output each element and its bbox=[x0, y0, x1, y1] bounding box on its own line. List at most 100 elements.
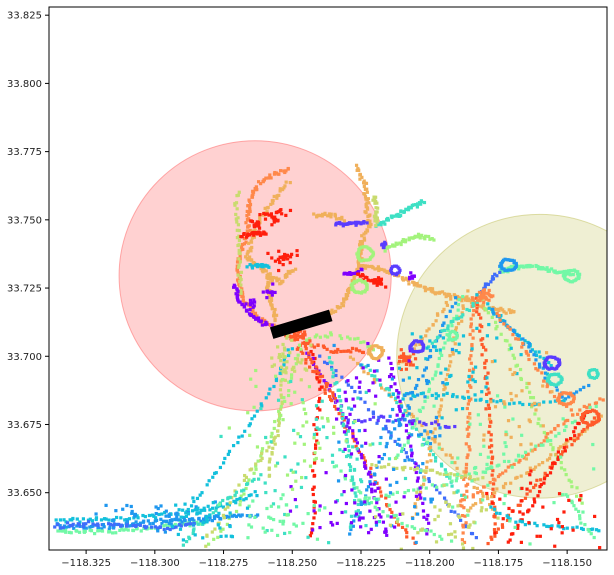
track-point-14 bbox=[312, 212, 316, 216]
track-point-29 bbox=[425, 460, 429, 464]
track-point-56 bbox=[506, 515, 510, 520]
track-point-34 bbox=[542, 430, 546, 435]
cluster-point-73 bbox=[306, 535, 310, 539]
cluster-point-77 bbox=[393, 456, 398, 461]
track-point-32 bbox=[441, 323, 445, 327]
track-point-40 bbox=[587, 403, 592, 407]
cluster-point-67 bbox=[380, 243, 384, 247]
track-point-14 bbox=[338, 216, 342, 221]
loop-point-97 bbox=[450, 329, 454, 333]
track-point-58 bbox=[328, 360, 332, 364]
cluster-point-73 bbox=[403, 476, 408, 481]
track-point-9 bbox=[423, 286, 427, 290]
cluster-point-83 bbox=[395, 413, 399, 417]
track-point-43 bbox=[445, 483, 449, 487]
track-point-29 bbox=[437, 414, 442, 418]
cluster-point-72 bbox=[413, 505, 417, 509]
track-point-41 bbox=[537, 463, 541, 467]
track-point-32 bbox=[454, 296, 458, 300]
cluster-point-70 bbox=[486, 291, 490, 295]
track-point-57 bbox=[570, 500, 574, 505]
track-point-8 bbox=[347, 286, 352, 291]
loop-point-96 bbox=[389, 266, 394, 271]
loop-point-94 bbox=[557, 399, 562, 403]
track-point-4 bbox=[281, 279, 285, 283]
track-point-51 bbox=[245, 482, 250, 486]
track-point-56 bbox=[492, 507, 497, 511]
track-point-8 bbox=[365, 187, 369, 191]
cluster-point-73 bbox=[330, 453, 335, 457]
track-point-45 bbox=[462, 396, 466, 400]
track-point-31 bbox=[474, 296, 478, 300]
track-point-9 bbox=[480, 305, 484, 309]
track-point-40 bbox=[598, 397, 602, 401]
cluster-point-83 bbox=[343, 390, 347, 394]
track-point-12 bbox=[341, 224, 345, 228]
track-point-37 bbox=[521, 341, 525, 346]
track-point-38 bbox=[431, 323, 435, 327]
track-point-33 bbox=[406, 441, 410, 445]
track-point-58 bbox=[337, 395, 341, 399]
track-point-54 bbox=[412, 419, 416, 423]
cluster-point-73 bbox=[344, 454, 349, 459]
track-point-4 bbox=[271, 275, 275, 280]
track-point-54 bbox=[453, 424, 457, 429]
cluster-point-75 bbox=[466, 380, 470, 384]
track-point-9 bbox=[365, 264, 369, 268]
track-point-4 bbox=[261, 270, 265, 274]
track-point-21 bbox=[277, 423, 281, 428]
track-point-29 bbox=[422, 475, 426, 479]
track-point-24 bbox=[308, 534, 312, 538]
track-point-49 bbox=[107, 522, 111, 526]
track-point-48 bbox=[61, 529, 65, 533]
cluster-point-62 bbox=[263, 212, 268, 216]
track-point-50 bbox=[265, 449, 269, 453]
track-point-0 bbox=[254, 185, 258, 189]
cluster-point-79 bbox=[526, 510, 530, 514]
track-point-59 bbox=[324, 384, 329, 389]
track-point-25 bbox=[336, 407, 340, 411]
loop-point-88 bbox=[375, 344, 379, 348]
loop-point-97 bbox=[448, 330, 452, 335]
track-point-22 bbox=[242, 492, 246, 496]
track-point-34 bbox=[580, 501, 584, 505]
track-point-2 bbox=[258, 218, 262, 222]
cluster-point-72 bbox=[357, 429, 361, 433]
track-point-18 bbox=[493, 272, 497, 276]
cluster-point-85 bbox=[282, 368, 286, 372]
track-point-13 bbox=[407, 236, 411, 240]
cluster-point-83 bbox=[371, 381, 375, 385]
track-point-21 bbox=[277, 412, 281, 416]
cluster-point-74 bbox=[478, 452, 483, 456]
cluster-point-74 bbox=[449, 539, 454, 543]
track-point-44 bbox=[557, 455, 561, 459]
loop-point-89 bbox=[420, 341, 424, 345]
track-point-1 bbox=[235, 207, 239, 211]
track-point-20 bbox=[337, 412, 341, 416]
track-point-39 bbox=[461, 313, 465, 317]
cluster-point-72 bbox=[395, 480, 399, 485]
loop-point-93 bbox=[557, 374, 561, 378]
track-point-22 bbox=[260, 447, 265, 451]
track-point-25 bbox=[322, 379, 326, 383]
track-point-32 bbox=[366, 485, 371, 489]
track-point-31 bbox=[489, 397, 493, 402]
loop-point-92 bbox=[556, 357, 560, 361]
cluster-point-69 bbox=[398, 355, 402, 359]
track-point-53 bbox=[452, 473, 457, 477]
track-point-45 bbox=[542, 400, 546, 404]
track-point-31 bbox=[489, 433, 493, 437]
track-point-47 bbox=[123, 518, 127, 522]
cluster-point-78 bbox=[197, 516, 201, 521]
track-point-42 bbox=[590, 420, 594, 424]
cluster-point-78 bbox=[130, 511, 134, 515]
cluster-point-72 bbox=[427, 436, 431, 440]
track-point-43 bbox=[502, 459, 507, 464]
track-point-49 bbox=[117, 522, 121, 527]
loop-point-98 bbox=[587, 370, 591, 374]
track-point-42 bbox=[533, 483, 538, 487]
cluster-point-79 bbox=[507, 506, 511, 511]
loop-point-94 bbox=[569, 400, 573, 405]
track-point-31 bbox=[489, 438, 493, 442]
track-point-12 bbox=[339, 222, 343, 226]
